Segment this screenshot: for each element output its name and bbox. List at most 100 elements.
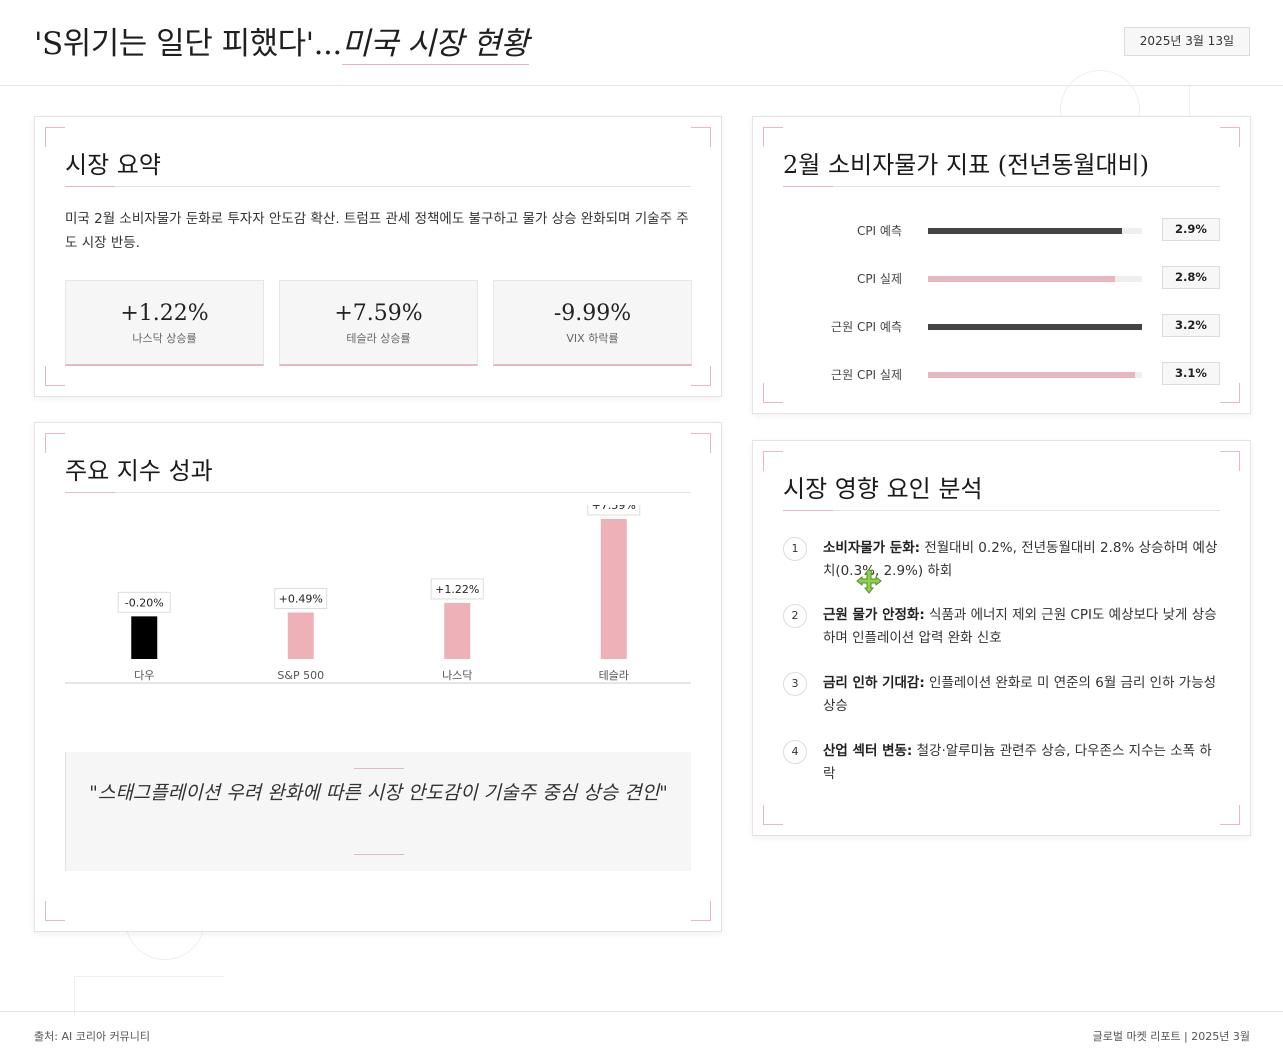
bar-0: [131, 616, 158, 659]
factor-body: 식품과 에너지 제외 근원 CPI도 예상보다 낮게 상승하며 인플레이션 압력…: [823, 607, 1217, 646]
page-footer: 출처: AI 코리아 커뮤니티 글로벌 마켓 리포트 | 2025년 3월: [0, 1011, 1283, 1050]
cpi-bar-track: [928, 228, 1142, 234]
page-title: 'S위기는 일단 피했다'...미국 시장 현황: [34, 18, 529, 65]
corner-ornament: [691, 127, 711, 147]
quote-line: [353, 854, 404, 855]
index-bar-chart: -0.20% 다우 +0.49% S&P 500 +1.22% 나스닥 +7.59% 테슬라: [65, 505, 691, 684]
corner-ornament: [45, 366, 65, 386]
factors-title: 시장 영향 요인 분석: [783, 475, 983, 503]
cpi-divider: [783, 186, 1220, 187]
corner-ornament: [1220, 451, 1240, 471]
page-title-main: 'S위기는 일단 피했다'...: [34, 26, 342, 62]
move-cursor-icon: [856, 568, 882, 594]
summary-text: 미국 2월 소비자물가 둔화로 투자자 안도감 확산. 트럼프 관세 정책에도 …: [65, 211, 689, 251]
factor-number: 4: [783, 740, 807, 764]
category-label: 나스닥: [442, 669, 472, 682]
cpi-row: 근원 CPI 실제 3.1%: [783, 362, 1220, 386]
cpi-label: 근원 CPI 예측: [831, 320, 902, 334]
bar-1: [287, 612, 314, 659]
corner-ornament: [45, 901, 65, 921]
cpi-bar-fill: [928, 324, 1142, 330]
corner-ornament: [45, 433, 65, 453]
factor-number: 1: [783, 537, 807, 561]
stat-label: VIX 하락률: [566, 332, 619, 345]
cpi-bar-fill: [928, 228, 1122, 234]
factor-text: 근원 물가 안정화: 식품과 에너지 제외 근원 CPI도 예상보다 낮게 상승…: [823, 604, 1220, 650]
cpi-bar-track: [928, 276, 1142, 282]
cpi-value: 2.9%: [1162, 218, 1220, 241]
factor-body: 전월대비 0.2%, 전년동월대비 2.8% 상승하며 예상치(0.3%, 2.…: [823, 540, 1218, 579]
corner-ornament: [1220, 383, 1240, 403]
cpi-bar-fill: [928, 276, 1116, 282]
factor-head: 근원 물가 안정화:: [823, 607, 925, 623]
stat-value: -9.99%: [553, 301, 632, 326]
corner-ornament: [45, 127, 65, 147]
cpi-bar-track: [928, 372, 1142, 378]
quote-text: "스태그플레이션 우려 완화에 따른 시장 안도감이 기술주 중심 상승 견인": [89, 782, 668, 804]
quote-line: [353, 768, 404, 769]
category-label: 테슬라: [599, 669, 629, 682]
stat-value: +7.59%: [334, 301, 423, 326]
cpi-value: 2.8%: [1162, 266, 1220, 289]
data-label: -0.20%: [125, 596, 164, 609]
data-label-box: [117, 591, 171, 613]
factor-head: 소비자물가 둔화:: [823, 540, 921, 556]
category-label: 다우: [134, 669, 154, 682]
data-label: +0.49%: [279, 593, 323, 606]
cpi-row: 근원 CPI 예측 3.2%: [783, 314, 1220, 338]
summary-divider: [65, 186, 691, 187]
corner-ornament: [763, 127, 783, 147]
bar-3: [600, 519, 627, 659]
quote-box: "스태그플레이션 우려 완화에 따른 시장 안도감이 기술주 중심 상승 견인": [65, 752, 691, 871]
factor-head: 금리 인하 기대감:: [823, 675, 925, 691]
corner-ornament: [1220, 127, 1240, 147]
cpi-row: CPI 실제 2.8%: [783, 266, 1220, 290]
factor-text: 산업 섹터 변동: 철강·알루미늄 관련주 상승, 다우존스 지수는 소폭 하락: [823, 740, 1220, 786]
indices-title: 주요 지수 성과: [65, 457, 213, 485]
data-label: +7.59%: [592, 505, 636, 512]
stat-tesla: +7.59% 테슬라 상승률: [279, 280, 478, 366]
factors-card: 시장 영향 요인 분석 1 소비자물가 둔화: 전월대비 0.2%, 전년동월대…: [752, 440, 1251, 836]
page-header: 'S위기는 일단 피했다'...미국 시장 현황 2025년 3월 13일: [0, 0, 1283, 86]
decorative-frame: [74, 976, 224, 1016]
stat-label: 나스닥 상승률: [132, 332, 197, 345]
indices-divider: [65, 492, 691, 493]
cpi-card: 2월 소비자물가 지표 (전년동월대비) CPI 예측 2.9% CPI 실제 2.8…: [752, 116, 1251, 414]
stat-nasdaq: +1.22% 나스닥 상승률: [65, 280, 264, 366]
factor-body: 철강·알루미늄 관련주 상승, 다우존스 지수는 소폭 하락: [823, 743, 1212, 782]
data-label-box: [587, 505, 641, 516]
corner-ornament: [1220, 805, 1240, 825]
page-title-accent: 미국 시장 현황: [341, 26, 529, 65]
factor-number: 2: [783, 604, 807, 628]
cpi-bar-fill: [928, 372, 1136, 378]
factors-divider: [783, 510, 1220, 511]
cpi-label: CPI 예측: [856, 224, 902, 238]
cpi-label: CPI 실제: [856, 272, 902, 286]
cpi-row: CPI 예측 2.9%: [783, 218, 1220, 242]
stat-vix: -9.99% VIX 하락률: [493, 280, 692, 366]
summary-card: 시장 요약 미국 2월 소비자물가 둔화로 투자자 안도감 확산. 트럼프 관세…: [34, 116, 722, 397]
corner-ornament: [763, 383, 783, 403]
cpi-value: 3.2%: [1162, 314, 1220, 337]
cpi-value: 3.1%: [1162, 362, 1220, 385]
factor-head: 산업 섹터 변동:: [823, 743, 913, 759]
footer-source: 출처: AI 코리아 커뮤니티: [34, 1030, 151, 1043]
data-label: +1.22%: [435, 583, 479, 596]
footer-report: 글로벌 마켓 리포트 | 2025년 3월: [1092, 1030, 1250, 1043]
bar-2: [444, 602, 471, 659]
corner-ornament: [691, 433, 711, 453]
corner-ornament: [691, 901, 711, 921]
date-badge: 2025년 3월 13일: [1123, 27, 1250, 56]
data-label-box: [430, 578, 484, 600]
factor-body: 인플레이션 완화로 미 연준의 6월 금리 인하 가능성 상승: [823, 675, 1217, 714]
cpi-bar-track: [928, 324, 1142, 330]
stat-value: +1.22%: [120, 301, 209, 326]
factor-text: 소비자물가 둔화: 전월대비 0.2%, 전년동월대비 2.8% 상승하며 예상…: [823, 537, 1220, 583]
cpi-label: 근원 CPI 실제: [831, 368, 902, 382]
stat-label: 테슬라 상승률: [346, 332, 411, 345]
category-label: S&P 500: [277, 669, 324, 682]
decorative-frame: [1189, 86, 1190, 116]
corner-ornament: [763, 451, 783, 471]
data-label-box: [274, 588, 328, 610]
corner-ornament: [763, 805, 783, 825]
